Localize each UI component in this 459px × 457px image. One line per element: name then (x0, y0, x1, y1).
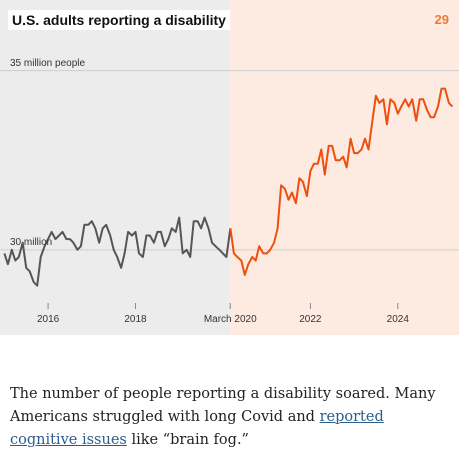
cognitive-issues-link[interactable]: reported cognitive issues (10, 409, 384, 448)
x-tick-label: 2016 (36, 314, 60, 325)
x-tick-label: March 2020 (203, 314, 257, 325)
page-number: 29 (434, 12, 449, 27)
y-tick-label: 35 million people (10, 57, 86, 69)
chart-title: U.S. adults reporting a disability (8, 10, 230, 30)
caption-text: The number of people reporting a disabil… (10, 386, 436, 425)
caption-paragraph: The number of people reporting a disabil… (10, 383, 455, 452)
x-tick-label: 2024 (386, 314, 409, 325)
x-tick-label: 2018 (124, 314, 147, 325)
chart-area: U.S. adults reporting a disability 29 35… (0, 0, 459, 335)
y-tick-label: 30 million (10, 236, 53, 248)
line-chart (0, 0, 459, 335)
post-pandemic-background (230, 0, 459, 335)
series-line-after-march-2020 (229, 87, 454, 276)
series-line-before-march-2020 (3, 216, 232, 287)
pre-pandemic-background (0, 0, 231, 335)
caption-text-end: like “brain fog.” (126, 432, 249, 448)
x-tick-label: 2022 (299, 314, 322, 325)
